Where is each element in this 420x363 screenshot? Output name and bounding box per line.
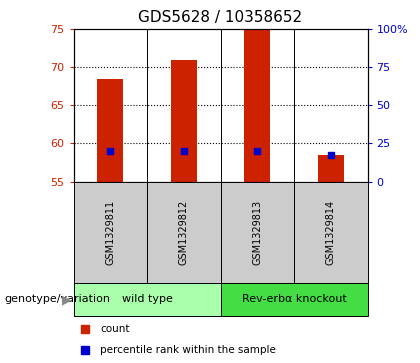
Bar — [220, 182, 294, 283]
Text: GSM1329812: GSM1329812 — [179, 200, 189, 265]
Text: GSM1329811: GSM1329811 — [105, 200, 115, 265]
Bar — [294, 182, 368, 283]
Bar — [220, 283, 368, 316]
Bar — [74, 182, 147, 283]
Text: Rev-erbα knockout: Rev-erbα knockout — [241, 294, 346, 305]
Text: genotype/variation: genotype/variation — [4, 294, 110, 305]
Bar — [318, 155, 344, 182]
Text: GSM1329814: GSM1329814 — [326, 200, 336, 265]
Bar — [244, 29, 270, 182]
Text: percentile rank within the sample: percentile rank within the sample — [100, 345, 276, 355]
Text: wild type: wild type — [121, 294, 173, 305]
Title: GDS5628 / 10358652: GDS5628 / 10358652 — [139, 10, 302, 25]
Bar — [74, 283, 220, 316]
Bar — [171, 60, 197, 182]
Bar — [97, 78, 123, 182]
Text: count: count — [100, 324, 129, 334]
Text: GSM1329813: GSM1329813 — [252, 200, 262, 265]
Bar — [147, 182, 220, 283]
Text: ▶: ▶ — [62, 293, 71, 306]
